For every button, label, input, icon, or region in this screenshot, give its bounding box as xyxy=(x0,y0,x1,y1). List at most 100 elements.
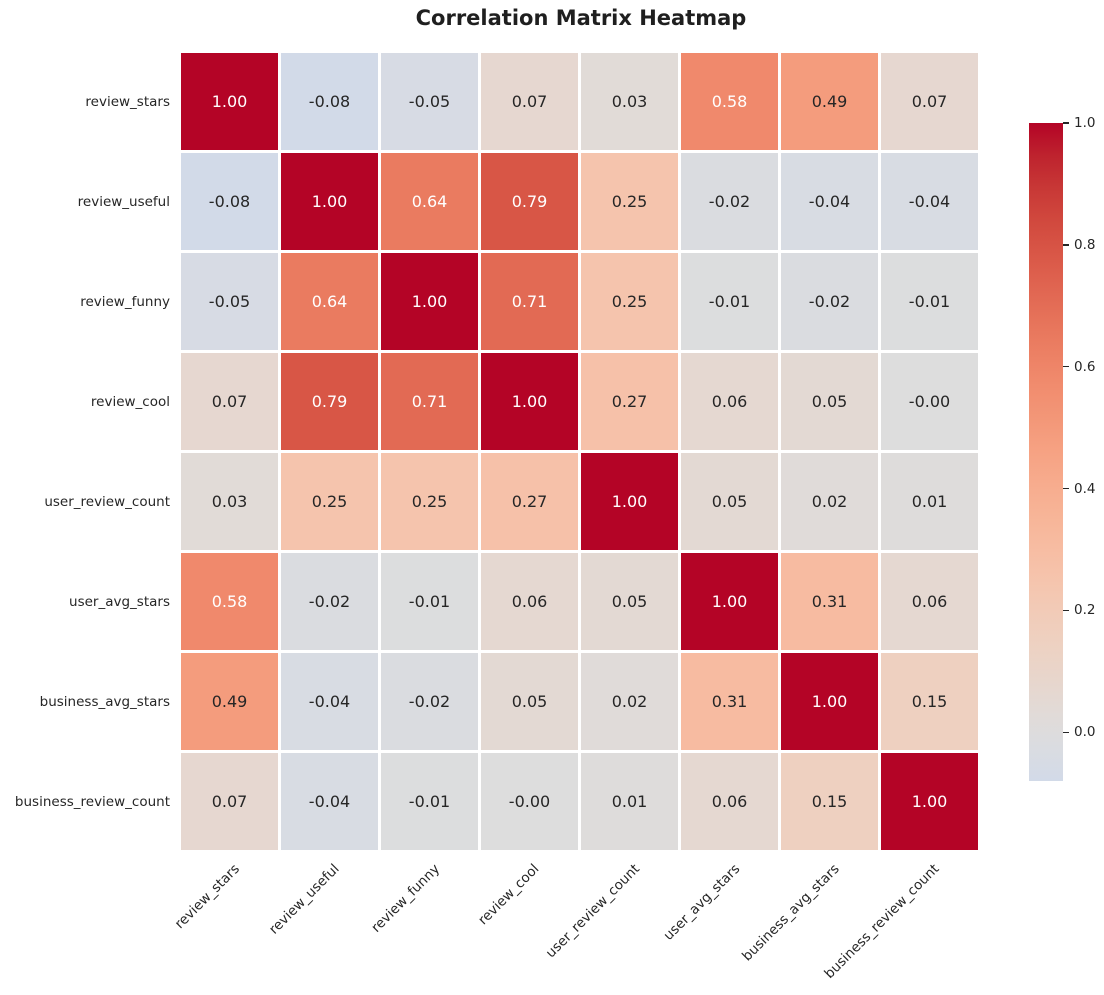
heatmap-cell: 0.15 xyxy=(781,753,878,850)
heatmap-cell: 0.25 xyxy=(581,253,678,350)
y-tick-label: user_avg_stars xyxy=(69,593,170,610)
heatmap-cell: 0.06 xyxy=(681,353,778,450)
cell-value: -0.01 xyxy=(908,292,951,311)
heatmap-cell: 0.25 xyxy=(281,453,378,550)
cell-value: 0.02 xyxy=(811,492,848,511)
cell-value: 0.25 xyxy=(411,492,448,511)
cell-value: -0.05 xyxy=(408,92,451,111)
heatmap-cell: 0.05 xyxy=(481,653,578,750)
heatmap-cell: 0.03 xyxy=(581,53,678,150)
heatmap-cell: 1.00 xyxy=(681,553,778,650)
colorbar-tick-label: 1.0 xyxy=(1074,115,1096,131)
heatmap-cell: 0.25 xyxy=(581,153,678,250)
y-tick-label: review_cool xyxy=(90,393,170,410)
heatmap-cell: 0.02 xyxy=(581,653,678,750)
heatmap-cell: 0.31 xyxy=(781,553,878,650)
cell-value: 0.01 xyxy=(911,492,948,511)
heatmap-cell: -0.00 xyxy=(881,353,978,450)
heatmap-cell: -0.01 xyxy=(681,253,778,350)
heatmap-cell: 0.25 xyxy=(381,453,478,550)
chart-title: Correlation Matrix Heatmap xyxy=(415,6,747,30)
cell-value: 0.25 xyxy=(611,292,648,311)
cell-value: -0.05 xyxy=(208,292,251,311)
heatmap-cell: 0.15 xyxy=(881,653,978,750)
colorbar-tick-mark xyxy=(1063,731,1069,733)
cell-value: 0.25 xyxy=(311,492,348,511)
heatmap-cell: 0.27 xyxy=(581,353,678,450)
cell-value: 1.00 xyxy=(311,192,348,211)
heatmap-cell: 0.05 xyxy=(581,553,678,650)
heatmap-cell: 0.58 xyxy=(181,553,278,650)
colorbar-tick-mark xyxy=(1063,122,1069,124)
cell-value: -0.01 xyxy=(408,792,451,811)
heatmap-cell: 0.06 xyxy=(881,553,978,650)
colorbar-tick-label: 0.8 xyxy=(1074,236,1096,253)
cell-value: 0.05 xyxy=(711,492,748,511)
cell-value: 0.79 xyxy=(311,392,348,411)
cell-value: 0.25 xyxy=(611,192,648,211)
cell-value: 1.00 xyxy=(811,692,848,711)
cell-value: -0.00 xyxy=(908,392,951,411)
heatmap-cell: 0.05 xyxy=(681,453,778,550)
heatmap-cell: 0.27 xyxy=(481,453,578,550)
cell-value: 0.07 xyxy=(511,92,548,111)
heatmap-cell: 1.00 xyxy=(281,153,378,250)
heatmap-cell: 0.71 xyxy=(381,353,478,450)
cell-value: 0.49 xyxy=(211,692,248,711)
cell-value: 0.58 xyxy=(711,92,748,111)
cell-value: 0.05 xyxy=(611,592,648,611)
cell-value: 0.07 xyxy=(211,792,248,811)
heatmap-cell: -0.05 xyxy=(181,253,278,350)
cell-value: 1.00 xyxy=(611,492,648,511)
heatmap-cell: 0.64 xyxy=(381,153,478,250)
colorbar-tick-mark xyxy=(1063,609,1069,612)
heatmap-cell: 1.00 xyxy=(481,353,578,450)
cell-value: 0.03 xyxy=(211,492,248,511)
cell-value: -0.08 xyxy=(208,192,251,211)
cell-value: 1.00 xyxy=(411,292,448,311)
cell-value: 1.00 xyxy=(911,792,948,811)
cell-value: 0.07 xyxy=(211,392,248,411)
heatmap-cell: -0.08 xyxy=(281,53,378,150)
cell-value: -0.04 xyxy=(908,192,951,211)
heatmap-cell: 1.00 xyxy=(381,253,478,350)
cell-value: 0.05 xyxy=(511,692,548,711)
cell-value: -0.02 xyxy=(408,692,451,711)
cell-value: 1.00 xyxy=(711,592,748,611)
heatmap-cell: 0.07 xyxy=(181,353,278,450)
colorbar-tick-label: 0.0 xyxy=(1074,724,1096,741)
heatmap-cell: 0.06 xyxy=(681,753,778,850)
heatmap-cell: -0.01 xyxy=(881,253,978,350)
cell-value: -0.04 xyxy=(808,192,851,211)
cell-value: 1.00 xyxy=(211,92,248,111)
colorbar xyxy=(1029,123,1063,781)
heatmap-cell: -0.02 xyxy=(281,553,378,650)
colorbar-tick-mark xyxy=(1063,366,1069,368)
heatmap-cell: 1.00 xyxy=(881,753,978,850)
colorbar-tick-mark xyxy=(1063,244,1069,246)
cell-value: 0.01 xyxy=(611,792,648,811)
y-tick-label: business_review_count xyxy=(14,793,170,810)
heatmap-cell: 0.02 xyxy=(781,453,878,550)
cell-value: 0.31 xyxy=(811,592,848,611)
heatmap-cell: 0.01 xyxy=(881,453,978,550)
heatmap-cell: 1.00 xyxy=(181,53,278,150)
cell-value: 0.05 xyxy=(811,392,848,411)
cell-value: -0.08 xyxy=(308,92,351,111)
heatmap-cell: 0.49 xyxy=(181,653,278,750)
heatmap-cell: 0.06 xyxy=(481,553,578,650)
heatmap-cell: 0.71 xyxy=(481,253,578,350)
cell-value: 0.06 xyxy=(911,592,948,611)
heatmap-cell: 0.79 xyxy=(481,153,578,250)
heatmap-cell: 0.03 xyxy=(181,453,278,550)
cell-value: 0.15 xyxy=(911,692,948,711)
cell-value: 0.07 xyxy=(911,92,948,111)
cell-value: 0.64 xyxy=(311,292,348,311)
heatmap-cell: -0.04 xyxy=(281,753,378,850)
colorbar-tick-label: 0.6 xyxy=(1074,358,1096,375)
heatmap-cell: 0.01 xyxy=(581,753,678,850)
cell-value: 0.27 xyxy=(611,392,648,411)
cell-value: 0.06 xyxy=(711,792,748,811)
y-tick-label: user_review_count xyxy=(44,493,170,510)
